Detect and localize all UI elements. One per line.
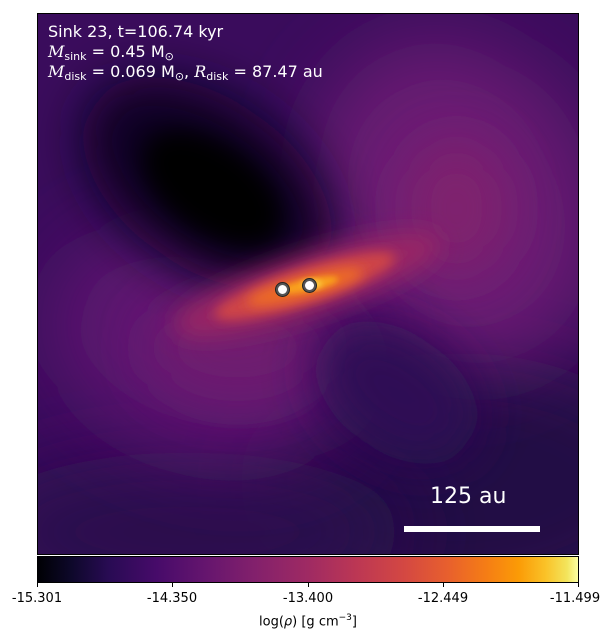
simulation-annotation: Sink 23, t=106.74 kyr Msink = 0.45 M⊙ Md… xyxy=(48,22,323,82)
disk-properties-label: Mdisk = 0.069 M⊙, Rdisk = 87.47 au xyxy=(48,62,323,83)
colorbar-tick xyxy=(308,583,309,587)
colorbar-tick xyxy=(172,583,173,587)
colorbar xyxy=(37,556,579,583)
density-map xyxy=(38,14,578,554)
sink-marker-right xyxy=(303,279,316,292)
scale-bar-label: 125 au xyxy=(430,484,507,509)
colorbar-tick xyxy=(443,583,444,587)
colorbar-tick-label: -13.400 xyxy=(282,591,334,606)
density-map-panel: Sink 23, t=106.74 kyr Msink = 0.45 M⊙ Md… xyxy=(37,13,579,555)
sink-time-label: Sink 23, t=106.74 kyr xyxy=(48,22,224,41)
sink-marker-left xyxy=(276,283,289,296)
colorbar-axis-label: log(ρ) [g cm−3] xyxy=(259,613,357,630)
colorbar-tick-label: -11.499 xyxy=(549,591,601,606)
colorbar-tick-label: -15.301 xyxy=(11,591,63,606)
sink-mass-label: Msink = 0.45 M⊙ xyxy=(48,42,174,63)
colorbar-tick-label: -14.350 xyxy=(146,591,198,606)
scale-bar xyxy=(404,526,540,532)
colorbar-tick xyxy=(37,583,38,587)
colorbar-tick xyxy=(578,583,579,587)
colorbar-tick-label: -12.449 xyxy=(417,591,469,606)
